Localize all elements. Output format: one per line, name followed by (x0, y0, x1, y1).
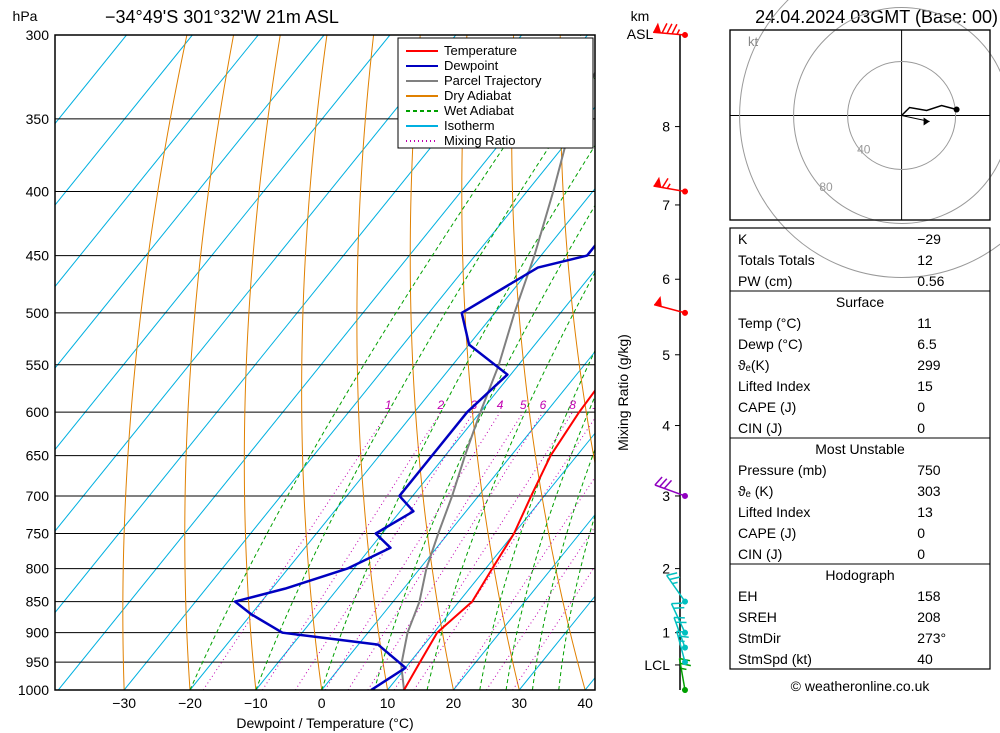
svg-text:SREH: SREH (738, 609, 777, 625)
svg-text:kt: kt (748, 34, 759, 49)
svg-text:−34°49'S 301°32'W 21m ASL: −34°49'S 301°32'W 21m ASL (105, 7, 339, 27)
svg-text:0: 0 (917, 525, 925, 541)
svg-text:6: 6 (540, 398, 547, 412)
svg-text:−20: −20 (178, 695, 202, 711)
svg-text:K: K (738, 231, 748, 247)
svg-text:158: 158 (917, 588, 941, 604)
svg-text:8: 8 (569, 398, 576, 412)
svg-text:0: 0 (318, 695, 326, 711)
svg-text:7: 7 (662, 197, 670, 213)
svg-text:© weatheronline.co.uk: © weatheronline.co.uk (791, 678, 931, 694)
svg-text:CIN (J): CIN (J) (738, 420, 782, 436)
svg-text:km: km (631, 8, 650, 24)
svg-text:800: 800 (26, 561, 50, 577)
svg-text:Pressure (mb): Pressure (mb) (738, 462, 827, 478)
svg-text:650: 650 (26, 448, 50, 464)
svg-text:40: 40 (857, 142, 871, 156)
svg-text:950: 950 (26, 654, 50, 670)
svg-text:Mixing Ratio: Mixing Ratio (444, 133, 516, 148)
skewt-sounding-chart: 123456810152025hPa3003504004505005506006… (0, 0, 1000, 733)
svg-text:hPa: hPa (13, 8, 38, 24)
svg-text:6.5: 6.5 (917, 336, 937, 352)
svg-text:4: 4 (662, 418, 670, 434)
svg-text:550: 550 (26, 357, 50, 373)
svg-text:Lifted Index: Lifted Index (738, 504, 810, 520)
svg-text:1: 1 (662, 625, 670, 641)
svg-text:Dry Adiabat: Dry Adiabat (444, 88, 512, 103)
svg-text:StmDir: StmDir (738, 630, 781, 646)
chart-svg: 123456810152025hPa3003504004505005506006… (0, 0, 1000, 733)
svg-text:Dewp (°C): Dewp (°C) (738, 336, 803, 352)
svg-text:10: 10 (380, 695, 396, 711)
svg-text:15: 15 (632, 398, 646, 412)
svg-text:Hodograph: Hodograph (825, 567, 894, 583)
svg-text:0: 0 (917, 420, 925, 436)
svg-text:750: 750 (917, 462, 941, 478)
svg-text:Temperature: Temperature (444, 43, 517, 58)
svg-text:20: 20 (664, 398, 679, 412)
svg-text:11: 11 (917, 315, 932, 331)
svg-text:Wet Adiabat: Wet Adiabat (444, 103, 514, 118)
svg-text:600: 600 (26, 404, 50, 420)
svg-text:850: 850 (26, 594, 50, 610)
svg-text:−30: −30 (112, 695, 136, 711)
svg-text:−29: −29 (917, 231, 941, 247)
svg-text:PW (cm): PW (cm) (738, 273, 792, 289)
svg-text:750: 750 (26, 525, 50, 541)
svg-text:CIN (J): CIN (J) (738, 546, 782, 562)
svg-text:12: 12 (917, 252, 933, 268)
svg-text:5: 5 (662, 347, 670, 363)
svg-text:Temp (°C): Temp (°C) (738, 315, 801, 331)
svg-text:208: 208 (917, 609, 941, 625)
svg-text:ϑₑ (K): ϑₑ (K) (738, 483, 773, 499)
svg-text:6: 6 (662, 271, 670, 287)
svg-text:4: 4 (497, 398, 504, 412)
svg-text:EH: EH (738, 588, 757, 604)
svg-text:80: 80 (819, 180, 833, 194)
svg-text:8: 8 (662, 119, 670, 135)
svg-text:Most Unstable: Most Unstable (815, 441, 905, 457)
svg-text:700: 700 (26, 488, 50, 504)
svg-text:Totals Totals: Totals Totals (738, 252, 815, 268)
svg-text:−10: −10 (244, 695, 268, 711)
svg-text:5: 5 (520, 398, 527, 412)
svg-text:30: 30 (511, 695, 527, 711)
svg-text:20: 20 (446, 695, 462, 711)
svg-text:Mixing Ratio (g/kg): Mixing Ratio (g/kg) (615, 334, 631, 451)
svg-text:Surface: Surface (836, 294, 884, 310)
svg-text:0: 0 (917, 546, 925, 562)
svg-text:40: 40 (577, 695, 593, 711)
svg-text:40: 40 (917, 651, 933, 667)
svg-text:CAPE (J): CAPE (J) (738, 399, 796, 415)
svg-text:Parcel Trajectory: Parcel Trajectory (444, 73, 542, 88)
svg-text:ϑₑ(K): ϑₑ(K) (738, 357, 770, 373)
svg-text:400: 400 (26, 184, 50, 200)
svg-text:StmSpd (kt): StmSpd (kt) (738, 651, 812, 667)
svg-text:LCL: LCL (644, 657, 670, 673)
svg-text:25: 25 (690, 398, 705, 412)
svg-text:0: 0 (917, 399, 925, 415)
svg-text:1000: 1000 (18, 682, 49, 698)
svg-text:500: 500 (26, 305, 50, 321)
svg-text:450: 450 (26, 248, 50, 264)
svg-text:Lifted Index: Lifted Index (738, 378, 810, 394)
svg-text:303: 303 (917, 483, 941, 499)
svg-text:2: 2 (437, 398, 445, 412)
svg-text:Dewpoint: Dewpoint (444, 58, 499, 73)
svg-text:350: 350 (26, 111, 50, 127)
svg-text:299: 299 (917, 357, 941, 373)
svg-text:15: 15 (917, 378, 933, 394)
svg-text:Isotherm: Isotherm (444, 118, 495, 133)
svg-text:13: 13 (917, 504, 933, 520)
svg-text:273°: 273° (917, 630, 946, 646)
svg-text:1: 1 (385, 398, 392, 412)
svg-text:300: 300 (26, 27, 50, 43)
svg-text:0.56: 0.56 (917, 273, 944, 289)
svg-text:Dewpoint / Temperature (°C): Dewpoint / Temperature (°C) (236, 715, 413, 731)
svg-text:CAPE (J): CAPE (J) (738, 525, 796, 541)
svg-text:900: 900 (26, 625, 50, 641)
svg-text:ASL: ASL (627, 26, 654, 42)
